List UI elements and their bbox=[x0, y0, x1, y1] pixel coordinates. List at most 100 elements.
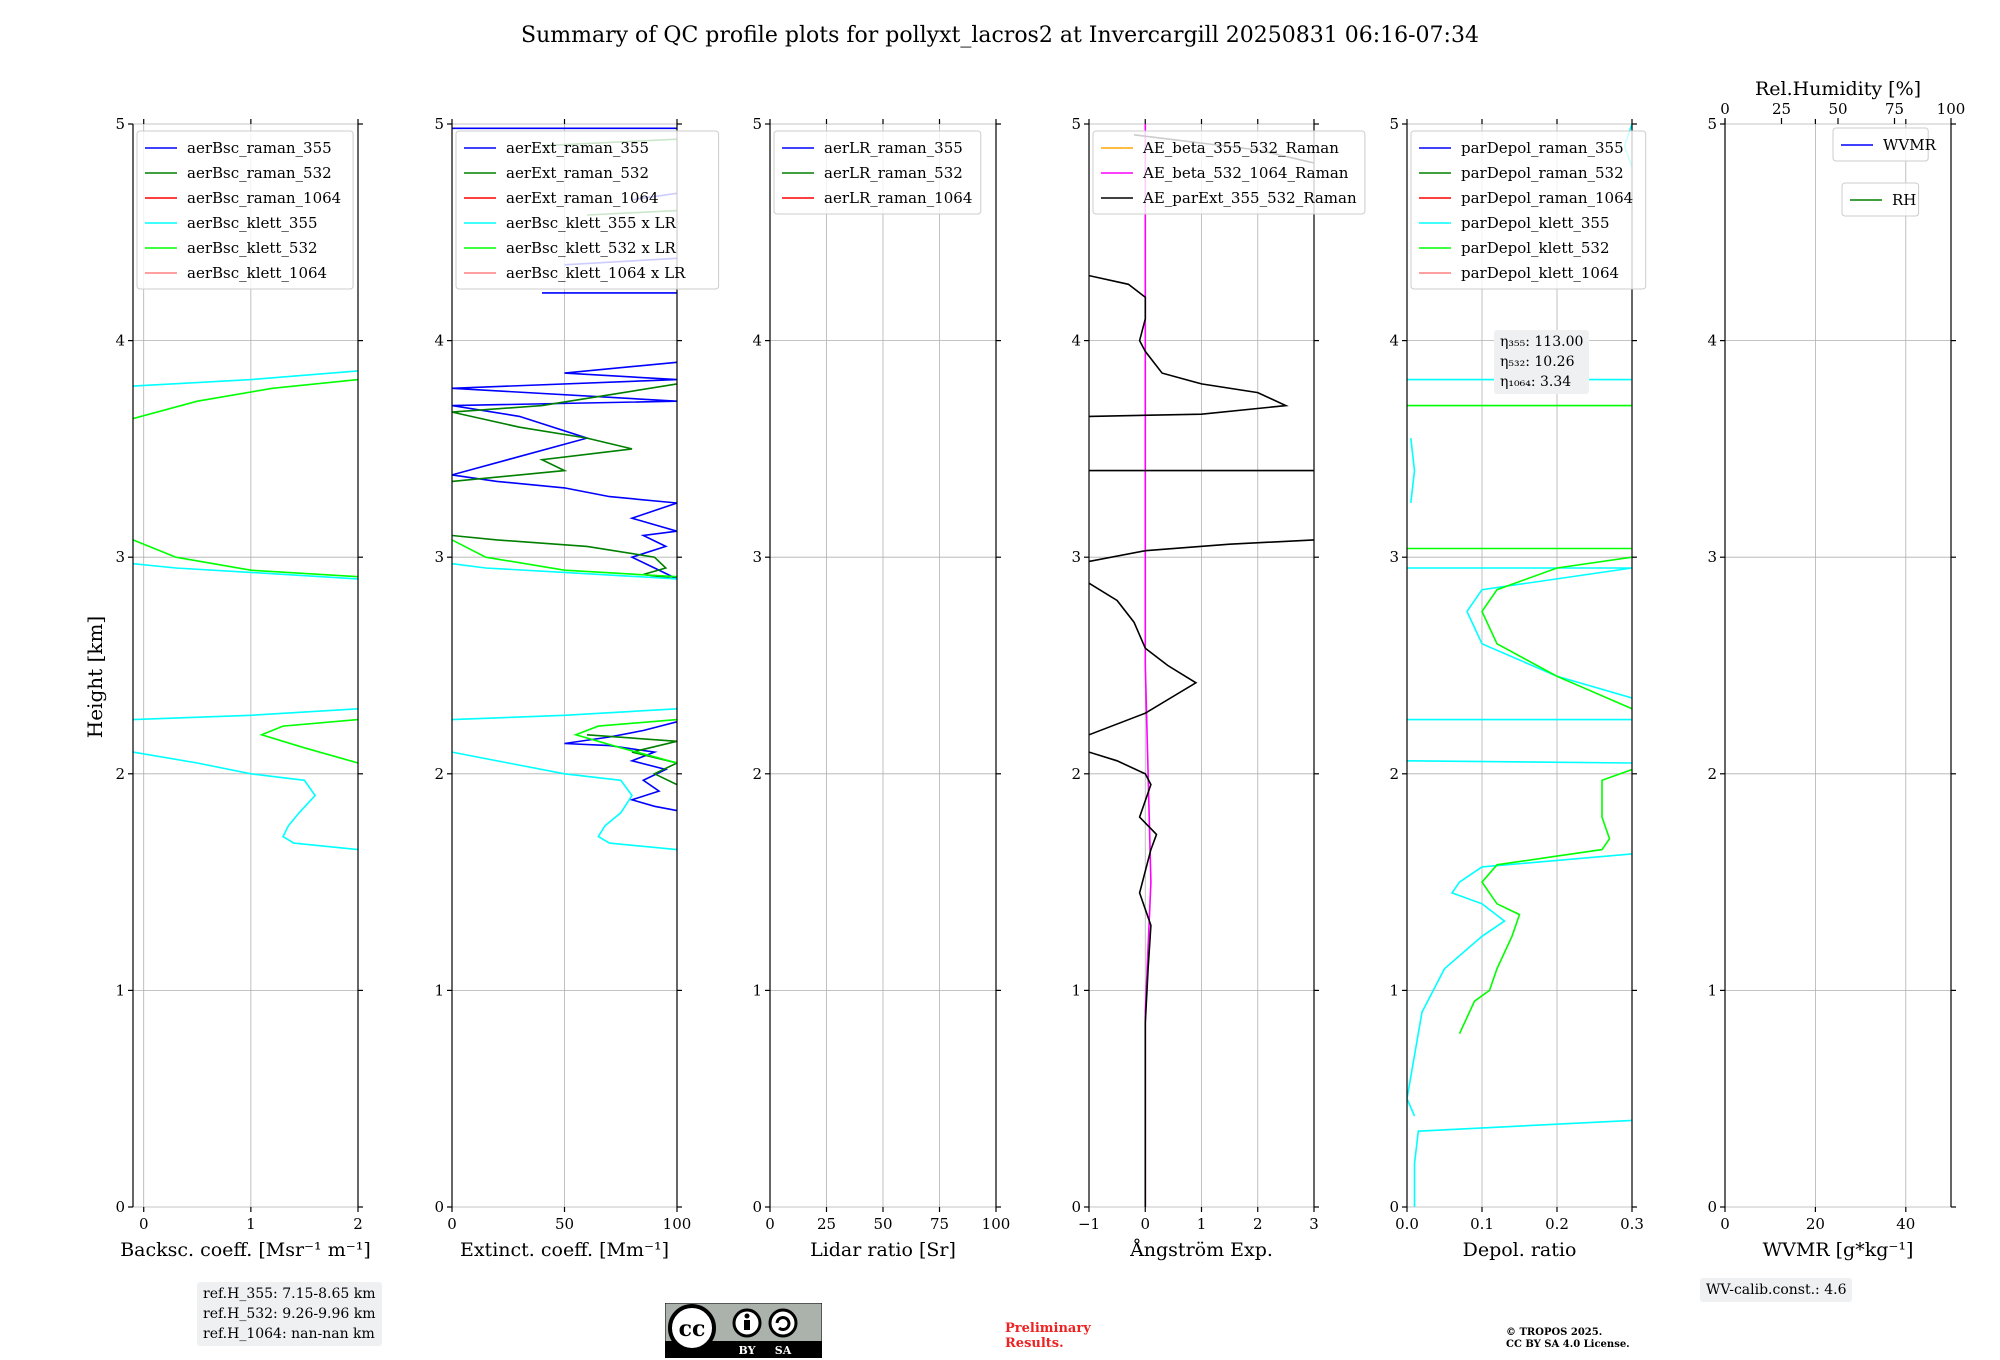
preliminary-line-1: Preliminary bbox=[1005, 1321, 1091, 1336]
y-tick-label: 3 bbox=[115, 548, 125, 566]
y-tick-label: 3 bbox=[434, 548, 444, 566]
legend-label: parDepol_klett_532 bbox=[1461, 239, 1610, 257]
preliminary-line-2: Results. bbox=[1005, 1336, 1064, 1351]
x-tick-label: 20 bbox=[1806, 1215, 1825, 1233]
y-tick-label: 1 bbox=[1389, 981, 1399, 999]
x-tick-label: 75 bbox=[930, 1215, 949, 1233]
y-tick-label: 2 bbox=[1707, 765, 1717, 783]
y-tick-label: 3 bbox=[752, 548, 762, 566]
y-tick-label: 5 bbox=[115, 115, 125, 133]
x-axis-label: Lidar ratio [Sr] bbox=[810, 1239, 956, 1261]
series-ae-parext-355-532-raman bbox=[1089, 134, 1314, 1207]
wv-calib-box: WV-calib.const.: 4.6 bbox=[1700, 1278, 1853, 1302]
series-pardepol-klett-532 bbox=[1407, 404, 1632, 1035]
preliminary-note: Preliminary Results. bbox=[1005, 1321, 1091, 1351]
y-tick-label: 1 bbox=[752, 981, 762, 999]
x-axis-label: Depol. ratio bbox=[1463, 1239, 1577, 1261]
legend-label: aerBsc_raman_532 bbox=[187, 164, 332, 182]
copyright-line-1: © TROPOS 2025. bbox=[1506, 1327, 1603, 1338]
cc-logo-cc: cc bbox=[679, 1316, 706, 1342]
legend-label: AE_parExt_355_532_Raman bbox=[1142, 189, 1357, 207]
x-tick-label: 0 bbox=[139, 1215, 149, 1233]
legend-bsc: aerBsc_raman_355 aerBsc_raman_532 aerBsc_r… bbox=[136, 130, 354, 290]
legend-ae-frame bbox=[1092, 130, 1366, 215]
legend-label: parDepol_raman_355 bbox=[1461, 139, 1624, 157]
top-x-tick-label: 0 bbox=[1720, 100, 1730, 118]
y-tick-label: 2 bbox=[1071, 765, 1081, 783]
legend-label: aerBsc_klett_355 x LR bbox=[506, 214, 677, 232]
legend-wvmr: WVMR bbox=[1832, 127, 1937, 162]
top-x-tick-label: 100 bbox=[1937, 100, 1966, 118]
series-aerbsc-klett-532 bbox=[133, 378, 358, 764]
x-axis-label: Backsc. coeff. [Msr⁻¹ m⁻¹] bbox=[120, 1239, 371, 1261]
legend-label: aerBsc_klett_355 bbox=[187, 214, 318, 232]
x-tick-label: 2 bbox=[353, 1215, 363, 1233]
y-tick-label: 4 bbox=[434, 332, 444, 350]
x-tick-label: 0 bbox=[765, 1215, 775, 1233]
series-aerbsc-klett-355-x-lr bbox=[452, 562, 677, 851]
y-tick-label: 1 bbox=[434, 981, 444, 999]
ref-height-532: ref.H_532: 9.26-9.96 km bbox=[203, 1306, 376, 1322]
y-tick-label: 0 bbox=[434, 1198, 444, 1216]
ref-heights-box: ref.H_355: 7.15-8.65 km ref.H_532: 9.26-… bbox=[197, 1282, 382, 1346]
y-tick-label: 2 bbox=[752, 765, 762, 783]
eta-box: η₃₅₅: 113.00 η₅₃₂: 10.26 η₁₀₆₄: 3.34 bbox=[1494, 330, 1590, 394]
x-tick-label: 0 bbox=[1140, 1215, 1150, 1233]
y-tick-label: 4 bbox=[1389, 332, 1399, 350]
y-tick-label: 3 bbox=[1707, 548, 1717, 566]
y-tick-label: 2 bbox=[434, 765, 444, 783]
x-tick-label: 50 bbox=[555, 1215, 574, 1233]
chart-title: Summary of QC profile plots for pollyxt_… bbox=[521, 23, 1479, 48]
legend-label: AE_beta_355_532_Raman bbox=[1142, 139, 1339, 157]
top-x-tick-label: 25 bbox=[1772, 100, 1791, 118]
y-tick-label: 0 bbox=[1071, 1198, 1081, 1216]
legend-dep: parDepol_raman_355 parDepol_raman_532 parD… bbox=[1410, 130, 1647, 290]
legend-label: aerExt_raman_1064 bbox=[506, 189, 659, 207]
legend-lr-frame bbox=[773, 130, 982, 215]
sa-icon bbox=[768, 1308, 798, 1338]
legend-ae: AE_beta_355_532_Raman AE_beta_532_1064_Ra… bbox=[1092, 130, 1366, 215]
y-tick-label: 5 bbox=[752, 115, 762, 133]
x-tick-label: 0.1 bbox=[1470, 1215, 1494, 1233]
legend-label: aerLR_raman_355 bbox=[824, 139, 963, 157]
x-axis-label: Ångström Exp. bbox=[1129, 1239, 1273, 1261]
legend-label: aerLR_raman_532 bbox=[824, 164, 963, 182]
legend-label: aerBsc_klett_1064 x LR bbox=[506, 264, 686, 282]
legend-label: WVMR bbox=[1883, 136, 1937, 154]
y-tick-label: 0 bbox=[1389, 1198, 1399, 1216]
x-tick-label: 0.2 bbox=[1545, 1215, 1569, 1233]
y-tick-label: 2 bbox=[1389, 765, 1399, 783]
eta-1064: η₁₀₆₄: 3.34 bbox=[1500, 374, 1572, 390]
x-tick-label: 0 bbox=[1720, 1215, 1730, 1233]
cc-logo-by: BY bbox=[739, 1344, 756, 1357]
legend-bsc-frame bbox=[136, 130, 354, 290]
y-tick-label: 5 bbox=[1389, 115, 1399, 133]
x-tick-label: 40 bbox=[1896, 1215, 1915, 1233]
legend-ext: aerExt_raman_355 aerExt_raman_532 aerExt_r… bbox=[455, 130, 720, 290]
y-tick-label: 4 bbox=[115, 332, 125, 350]
legend-label: AE_beta_532_1064_Raman bbox=[1142, 164, 1349, 182]
panel-bsc: 0 1 2 3 4 5 0 1 2 Backsc. coeff. [Msr⁻¹ m⁻¹] aerBs… bbox=[115, 115, 370, 1261]
copyright-note: © TROPOS 2025. CC BY SA 4.0 License. bbox=[1506, 1327, 1630, 1351]
legend-label: aerBsc_klett_1064 bbox=[187, 264, 327, 282]
top-x-axis-label: Rel.Humidity [%] bbox=[1755, 78, 1921, 100]
wv-calib-text: WV-calib.const.: 4.6 bbox=[1706, 1282, 1847, 1298]
y-tick-label: 1 bbox=[115, 981, 125, 999]
y-tick-label: 3 bbox=[1389, 548, 1399, 566]
ref-height-1064: ref.H_1064: nan-nan km bbox=[203, 1326, 375, 1342]
eta-532: η₅₃₂: 10.26 bbox=[1500, 354, 1575, 370]
x-tick-label: 0 bbox=[447, 1215, 457, 1233]
x-tick-label: 100 bbox=[982, 1215, 1011, 1233]
legend-label: aerBsc_klett_532 x LR bbox=[506, 239, 677, 257]
y-axis-label: Height [km] bbox=[83, 616, 107, 738]
legend-rh: RH bbox=[1841, 182, 1920, 217]
legend-label: parDepol_raman_532 bbox=[1461, 164, 1624, 182]
cc-logo-sa: SA bbox=[775, 1344, 792, 1357]
series-ae-beta-532-1064-raman bbox=[1144, 124, 1152, 1207]
legend-label: aerBsc_klett_532 bbox=[187, 239, 318, 257]
x-tick-label: 1 bbox=[246, 1215, 256, 1233]
